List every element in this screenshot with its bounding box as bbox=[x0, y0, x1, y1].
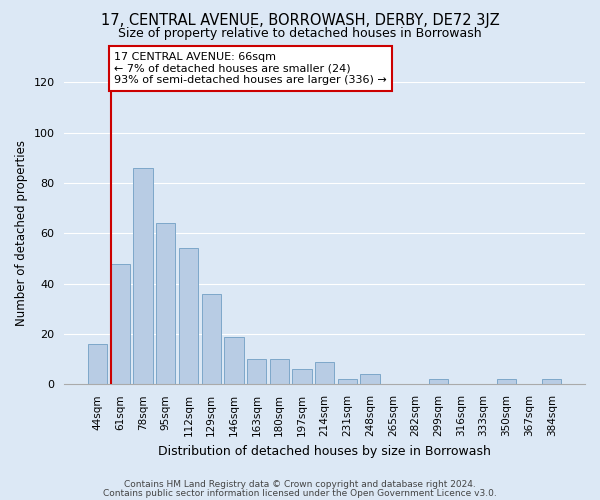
Text: 17 CENTRAL AVENUE: 66sqm
← 7% of detached houses are smaller (24)
93% of semi-de: 17 CENTRAL AVENUE: 66sqm ← 7% of detache… bbox=[114, 52, 387, 85]
Bar bbox=[542, 380, 562, 384]
Bar bbox=[202, 294, 221, 384]
Bar bbox=[88, 344, 107, 385]
Bar bbox=[292, 369, 311, 384]
Y-axis label: Number of detached properties: Number of detached properties bbox=[15, 140, 28, 326]
Text: Contains HM Land Registry data © Crown copyright and database right 2024.: Contains HM Land Registry data © Crown c… bbox=[124, 480, 476, 489]
Bar bbox=[428, 380, 448, 384]
Bar bbox=[497, 380, 516, 384]
Bar bbox=[315, 362, 334, 384]
X-axis label: Distribution of detached houses by size in Borrowash: Distribution of detached houses by size … bbox=[158, 444, 491, 458]
Bar bbox=[179, 248, 198, 384]
Bar bbox=[224, 336, 244, 384]
Bar bbox=[156, 224, 175, 384]
Bar bbox=[269, 359, 289, 384]
Bar bbox=[338, 380, 357, 384]
Bar bbox=[361, 374, 380, 384]
Text: Contains public sector information licensed under the Open Government Licence v3: Contains public sector information licen… bbox=[103, 488, 497, 498]
Bar bbox=[247, 359, 266, 384]
Text: Size of property relative to detached houses in Borrowash: Size of property relative to detached ho… bbox=[118, 28, 482, 40]
Bar bbox=[111, 264, 130, 384]
Bar bbox=[133, 168, 153, 384]
Text: 17, CENTRAL AVENUE, BORROWASH, DERBY, DE72 3JZ: 17, CENTRAL AVENUE, BORROWASH, DERBY, DE… bbox=[101, 12, 499, 28]
